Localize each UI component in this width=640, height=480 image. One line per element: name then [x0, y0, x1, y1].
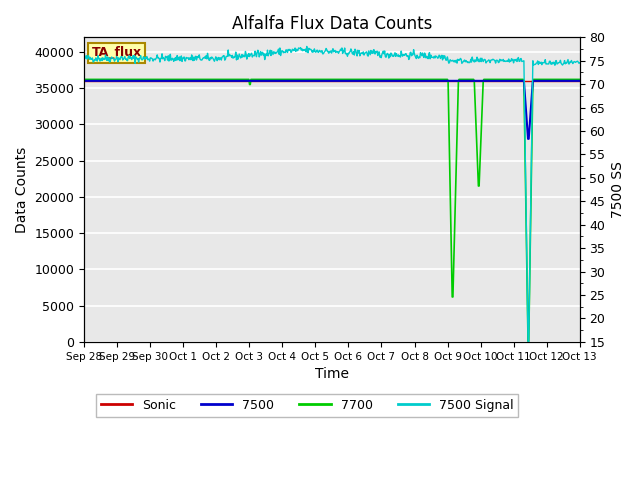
X-axis label: Time: Time — [315, 367, 349, 381]
Text: TA_flux: TA_flux — [92, 47, 141, 60]
Y-axis label: Data Counts: Data Counts — [15, 146, 29, 233]
Legend: Sonic, 7500, 7700, 7500 Signal: Sonic, 7500, 7700, 7500 Signal — [96, 394, 518, 417]
Y-axis label: 7500 SS: 7500 SS — [611, 161, 625, 218]
Title: Alfalfa Flux Data Counts: Alfalfa Flux Data Counts — [232, 15, 432, 33]
